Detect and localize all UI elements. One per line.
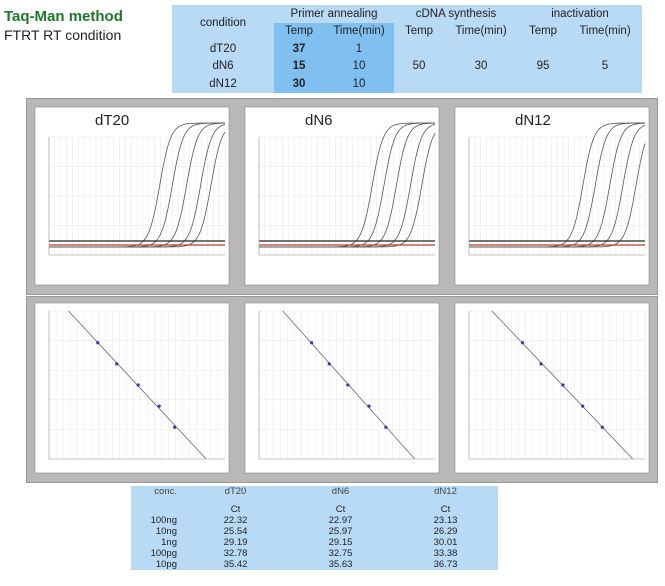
ct-header-dt20: dT20 [224, 486, 247, 497]
in-temp [518, 40, 568, 58]
ct-value: 29.15 [328, 537, 353, 548]
ct-subheader: Ct [335, 504, 346, 515]
group-inactivation: inactivation [551, 7, 609, 20]
amplification-plot: dT20 [34, 106, 230, 286]
row-name: dT20 [209, 42, 237, 55]
row-name: dN12 [209, 77, 237, 90]
standard-point [346, 383, 350, 387]
method-subtitle: FTRT RT condition [4, 27, 122, 43]
standard-point [157, 404, 161, 408]
pa-temp: 30 [274, 75, 324, 93]
cd-time: 30 [474, 60, 488, 73]
amplification-curve [469, 143, 646, 248]
ct-conc: 100pg [150, 548, 177, 559]
pa-time: 1 [324, 40, 394, 58]
ct-value: 35.42 [223, 559, 248, 570]
subheader-cd-temp: Temp [404, 25, 434, 38]
subheader-in-time: Time(min) [579, 25, 631, 38]
ct-value: 30.01 [433, 537, 458, 548]
ct-value: 36.73 [433, 559, 458, 570]
page-title: Taq-Man method FTRT RT condition [4, 8, 123, 44]
ct-value: 23.13 [433, 515, 458, 526]
cd-temp [394, 75, 444, 93]
standard-curves [34, 302, 650, 474]
standard-point [520, 341, 525, 345]
ct-value: 26.29 [433, 526, 458, 537]
pa-temp: 37 [274, 40, 324, 58]
subheader-in-temp: Temp [528, 25, 558, 38]
ct-value: 32.75 [328, 548, 353, 559]
amplification-curve [49, 131, 226, 248]
ct-header-dn12: dN12 [434, 486, 457, 497]
standard-point [136, 383, 140, 387]
in-time: 5 [601, 60, 609, 73]
condition-header: condition [199, 16, 247, 29]
row-name: dN6 [212, 60, 234, 73]
group-cdna-synthesis: cDNA synthesis [415, 7, 497, 20]
ct-conc: 100ng [150, 515, 177, 526]
subheader-cd-time: Time(min) [455, 25, 507, 38]
cd-temp: 50 [412, 60, 426, 73]
in-time [568, 75, 642, 93]
cd-time [444, 40, 518, 58]
amplification-plots: dT20 dN6 dN12 [34, 106, 650, 286]
plot-title: dT20 [95, 112, 129, 129]
standard-point [327, 362, 331, 366]
standard-point [173, 425, 177, 429]
standard-curve-plot [244, 302, 440, 474]
ct-table: conc. dT20 dN6 dN12 Ct Ct Ct 100ng 22.32… [131, 486, 498, 570]
amplification-plots-panel: dT20 dN6 dN12 [26, 98, 658, 295]
plot-title: dN12 [515, 112, 551, 129]
group-primer-annealing: Primer annealing [290, 7, 378, 20]
ct-value: 32.78 [223, 548, 248, 559]
ct-value: 25.97 [328, 526, 353, 537]
method-title: Taq-Man method [4, 8, 123, 25]
subheader-pa-time: Time(min) [324, 22, 394, 40]
ct-subheader: Ct [230, 504, 241, 515]
pa-temp: 15 [274, 57, 324, 75]
ct-value: 33.38 [433, 548, 458, 559]
ct-subheader: Ct [440, 504, 451, 515]
amplification-plot: dN12 [454, 106, 650, 286]
in-temp [518, 75, 568, 93]
ct-value: 35.63 [328, 559, 353, 570]
condition-table: condition Primer annealing cDNA synthesi… [172, 5, 642, 93]
ct-value: 29.19 [223, 537, 248, 548]
standard-point [539, 362, 543, 366]
ct-header-dn6: dN6 [331, 486, 350, 497]
ct-value: 25.54 [223, 526, 248, 537]
ct-conc: 1ng [161, 537, 177, 548]
cd-temp [394, 40, 444, 58]
ct-header-conc: conc. [154, 486, 177, 497]
pa-time: 10 [324, 57, 394, 75]
standard-point [367, 404, 371, 408]
ct-value: 22.32 [223, 515, 248, 526]
standard-point [310, 341, 314, 345]
ct-conc: 10pg [155, 559, 177, 570]
standard-curves-panel [26, 296, 658, 483]
cd-time [444, 75, 518, 93]
pa-time: 10 [324, 75, 394, 93]
standard-point [384, 425, 388, 429]
in-time [568, 40, 642, 58]
in-temp: 95 [536, 60, 550, 73]
standard-point [581, 404, 585, 408]
ct-value: 22.97 [328, 515, 353, 526]
standard-point [561, 383, 565, 387]
ct-conc: 10ng [155, 526, 177, 537]
standard-curve-plot [34, 302, 230, 474]
standard-point [96, 341, 100, 345]
standard-point [115, 362, 119, 366]
amplification-plot: dN6 [244, 106, 440, 286]
standard-curve-plot [454, 302, 650, 474]
subheader-pa-temp: Temp [274, 22, 324, 40]
plot-title: dN6 [305, 112, 333, 129]
standard-point [600, 425, 604, 429]
